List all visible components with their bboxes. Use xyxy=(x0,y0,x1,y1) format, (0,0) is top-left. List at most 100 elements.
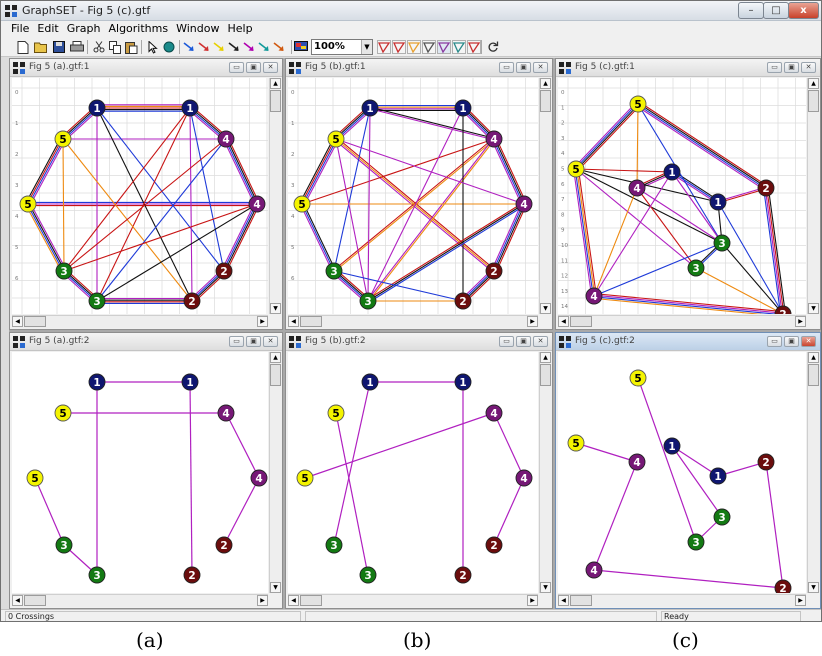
scroll-left-icon[interactable]: ◀ xyxy=(12,316,23,327)
zoom-select[interactable]: 100% ▼ xyxy=(311,39,373,55)
graph-node[interactable] xyxy=(183,292,201,310)
scroll-left-icon[interactable]: ◀ xyxy=(12,595,23,606)
menu-help[interactable]: Help xyxy=(227,22,253,35)
edge-arrow-icon[interactable] xyxy=(211,39,227,55)
graph-node[interactable] xyxy=(585,287,603,305)
vertical-scroll-thumb[interactable] xyxy=(540,364,551,386)
graph-edge[interactable] xyxy=(96,138,227,302)
graph-canvas[interactable]: 012345678910111213145514213342 xyxy=(558,78,806,314)
graph-edge[interactable] xyxy=(28,203,66,271)
graph-window[interactable]: Fig 5 (a).gtf:2 ▭ ▣ ✕ 1 1 5 4 5 4 3 2 3 2 ▲ ▼ ◀ ▶ xyxy=(9,332,283,609)
graph-edge[interactable] xyxy=(227,137,260,204)
graph-node[interactable] xyxy=(296,469,314,487)
graph-node[interactable] xyxy=(485,262,503,280)
scroll-up-icon[interactable]: ▲ xyxy=(808,352,819,363)
graph-node[interactable] xyxy=(327,130,345,148)
graph-edge[interactable] xyxy=(333,270,464,302)
child-maximize-button[interactable]: ▣ xyxy=(246,62,261,73)
graph-edge[interactable] xyxy=(765,461,784,589)
graph-edge[interactable] xyxy=(575,168,719,203)
graph-node[interactable] xyxy=(217,130,235,148)
horizontal-scroll-thumb[interactable] xyxy=(300,316,322,327)
graph-edge[interactable] xyxy=(593,297,783,314)
graph-edge[interactable] xyxy=(333,107,371,272)
graph-node[interactable] xyxy=(774,579,792,593)
graph-edge[interactable] xyxy=(223,139,256,206)
child-title-bar[interactable]: Fig 5 (c).gtf:1 ▭ ▣ ✕ xyxy=(556,59,820,77)
graph-edge[interactable] xyxy=(575,103,638,169)
graph-edge[interactable] xyxy=(366,138,494,301)
menu-file[interactable]: File xyxy=(11,22,30,35)
graph-edge[interactable] xyxy=(29,202,67,271)
graph-edge[interactable] xyxy=(96,203,258,302)
print-icon[interactable] xyxy=(69,39,85,55)
scroll-up-icon[interactable]: ▲ xyxy=(270,78,281,89)
new-icon[interactable] xyxy=(15,39,31,55)
graph-edge[interactable] xyxy=(226,138,259,204)
graph-edge[interactable] xyxy=(366,202,524,301)
add-node-icon[interactable] xyxy=(161,39,177,55)
scroll-down-icon[interactable]: ▼ xyxy=(808,303,819,314)
horizontal-scrollbar[interactable]: ◀ ▶ xyxy=(12,315,268,328)
child-minimize-button[interactable]: ▭ xyxy=(499,336,514,347)
horizontal-scrollbar[interactable]: ◀ ▶ xyxy=(288,594,538,607)
scroll-right-icon[interactable]: ▶ xyxy=(527,595,538,606)
scroll-right-icon[interactable]: ▶ xyxy=(795,595,806,606)
layout-tool-icon[interactable] xyxy=(437,40,451,54)
edge-arrow-icon[interactable] xyxy=(271,39,287,55)
scroll-right-icon[interactable]: ▶ xyxy=(257,316,268,327)
child-minimize-button[interactable]: ▭ xyxy=(499,62,514,73)
child-maximize-button[interactable]: ▣ xyxy=(246,336,261,347)
menu-window[interactable]: Window xyxy=(176,22,220,35)
graph-canvas[interactable]: 1 1 5 4 5 4 3 2 3 2 xyxy=(288,352,538,593)
graph-node[interactable] xyxy=(485,536,503,554)
graph-edge[interactable] xyxy=(764,188,783,314)
layout-tool-icon[interactable] xyxy=(467,40,481,54)
graph-edge[interactable] xyxy=(300,138,336,204)
graph-edge[interactable] xyxy=(766,187,785,314)
child-close-button[interactable]: ✕ xyxy=(801,62,816,73)
graph-edge[interactable] xyxy=(493,412,525,479)
graph-edge[interactable] xyxy=(25,204,63,273)
graph-node[interactable] xyxy=(567,160,585,178)
graph-edge[interactable] xyxy=(303,139,339,206)
graph-edge[interactable] xyxy=(301,138,495,205)
graph-node[interactable] xyxy=(55,536,73,554)
layout-tool-icon[interactable] xyxy=(422,40,436,54)
graph-edge[interactable] xyxy=(189,107,225,272)
graph-node[interactable] xyxy=(515,195,533,213)
edge-arrow-icon[interactable] xyxy=(196,39,212,55)
menu-algorithms[interactable]: Algorithms xyxy=(108,22,169,35)
graph-canvas[interactable]: 5 5 1 4 2 1 3 3 4 2 xyxy=(558,352,806,593)
edge-arrow-icon[interactable] xyxy=(226,39,242,55)
child-close-button[interactable]: ✕ xyxy=(801,336,816,347)
vertical-scroll-thumb[interactable] xyxy=(540,90,551,112)
graph-edge[interactable] xyxy=(189,381,193,576)
graph-edge[interactable] xyxy=(335,138,369,302)
graph-edge[interactable] xyxy=(223,477,260,546)
child-close-button[interactable]: ✕ xyxy=(533,62,548,73)
graph-edge[interactable] xyxy=(335,412,369,576)
scroll-left-icon[interactable]: ◀ xyxy=(558,316,569,327)
graph-node[interactable] xyxy=(361,373,379,391)
graph-node[interactable] xyxy=(359,292,377,310)
graph-edge[interactable] xyxy=(636,105,765,191)
menu-graph[interactable]: Graph xyxy=(66,22,101,35)
graph-edge[interactable] xyxy=(225,204,260,273)
layout-icon[interactable] xyxy=(293,39,309,55)
child-title-bar[interactable]: Fig 5 (b).gtf:2 ▭ ▣ ✕ xyxy=(286,333,552,351)
graph-edge[interactable] xyxy=(636,187,723,244)
vertical-scroll-thumb[interactable] xyxy=(808,90,819,112)
graph-edge[interactable] xyxy=(26,204,64,272)
scroll-up-icon[interactable]: ▲ xyxy=(808,78,819,89)
graph-edge[interactable] xyxy=(62,138,193,302)
graph-node[interactable] xyxy=(325,262,343,280)
child-close-button[interactable]: ✕ xyxy=(263,62,278,73)
graph-node[interactable] xyxy=(687,259,705,277)
graph-edge[interactable] xyxy=(573,101,637,168)
close-button[interactable]: x xyxy=(788,2,819,19)
graph-edge[interactable] xyxy=(638,102,767,188)
graph-edge[interactable] xyxy=(593,187,638,297)
graph-edge[interactable] xyxy=(593,171,673,297)
graph-edge[interactable] xyxy=(25,137,62,204)
